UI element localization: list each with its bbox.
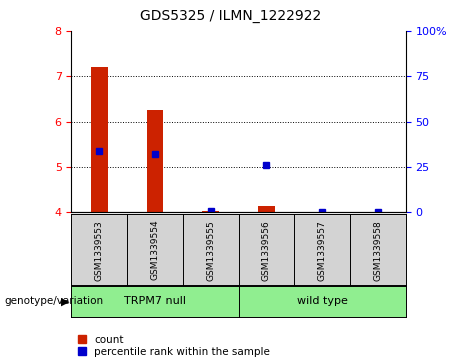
- Bar: [147, 110, 163, 212]
- Text: GSM1339558: GSM1339558: [373, 220, 382, 281]
- Text: wild type: wild type: [297, 297, 348, 306]
- Text: GSM1339557: GSM1339557: [318, 220, 327, 281]
- Text: GDS5325 / ILMN_1222922: GDS5325 / ILMN_1222922: [140, 9, 321, 23]
- Bar: [91, 67, 108, 212]
- Text: ▶: ▶: [61, 297, 69, 306]
- Text: GSM1339556: GSM1339556: [262, 220, 271, 281]
- Text: TRPM7 null: TRPM7 null: [124, 297, 186, 306]
- Text: GSM1339555: GSM1339555: [206, 220, 215, 281]
- Text: GSM1339554: GSM1339554: [150, 220, 160, 281]
- Text: GSM1339553: GSM1339553: [95, 220, 104, 281]
- Text: genotype/variation: genotype/variation: [5, 297, 104, 306]
- Legend: count, percentile rank within the sample: count, percentile rank within the sample: [77, 334, 271, 358]
- Bar: [258, 205, 275, 212]
